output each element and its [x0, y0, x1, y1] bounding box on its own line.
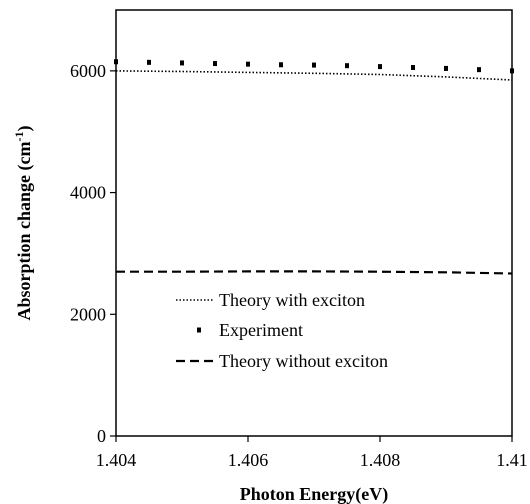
experiment-point	[213, 61, 217, 67]
x-tick-label: 1.406	[228, 450, 269, 470]
plot-frame	[115, 9, 513, 437]
y-axis-ticks: 0 2000 4000 6000	[70, 61, 116, 446]
x-axis-title: Photon Energy(eV)	[240, 484, 388, 504]
x-axis-ticks: 1.404 1.406 1.408 1.41	[96, 436, 528, 470]
experiment-point	[477, 67, 481, 73]
experiment-point	[114, 59, 118, 65]
experiment-point	[444, 65, 448, 71]
y-axis-title-superscript: -1	[12, 132, 26, 142]
legend-label: Theory with exciton	[219, 290, 365, 310]
legend-entry: Theory with exciton	[176, 290, 365, 310]
legend-swatch-marker	[197, 327, 201, 333]
experiment-point	[345, 63, 349, 69]
experiment-point	[378, 64, 382, 70]
experiment-point	[312, 62, 316, 68]
y-tick-label: 0	[97, 426, 106, 446]
x-tick-label: 1.404	[96, 450, 137, 470]
experiment-point	[246, 61, 250, 67]
plot-area-border	[115, 9, 513, 437]
legend-label: Experiment	[219, 320, 303, 340]
legend: Theory with exciton Experiment Theory with…	[176, 290, 388, 371]
legend-entry: Experiment	[197, 320, 303, 340]
experiment-point	[279, 62, 283, 68]
legend-entry: Theory without exciton	[176, 351, 388, 371]
x-tick-label: 1.41	[496, 450, 528, 470]
series-theory-with-exciton-line	[115, 70, 513, 81]
y-axis-title-main: Absorption change (cm	[14, 141, 35, 320]
legend-label: Theory without exciton	[219, 351, 388, 371]
y-tick-label: 4000	[70, 183, 106, 203]
experiment-point	[411, 65, 415, 71]
y-tick-label: 2000	[70, 304, 106, 324]
experiment-point	[180, 60, 184, 66]
experiment-point	[510, 68, 514, 74]
y-axis-title-close: )	[14, 126, 35, 132]
series-experiment	[114, 59, 514, 74]
series-theory-without-exciton-line	[116, 270, 513, 275]
experiment-point	[147, 59, 151, 65]
y-tick-label: 6000	[70, 61, 106, 81]
series-layer	[114, 59, 514, 275]
x-tick-label: 1.408	[360, 450, 401, 470]
y-axis-title: Absorption change (cm-1)	[12, 126, 35, 321]
